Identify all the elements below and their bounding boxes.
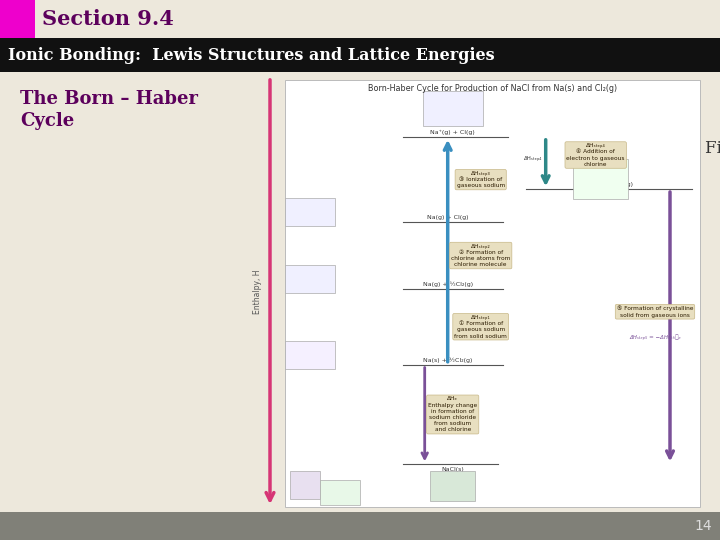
Text: Section 9.4: Section 9.4 [42, 9, 174, 29]
Text: Na(g) + ½Cl₂(g): Na(g) + ½Cl₂(g) [423, 281, 473, 287]
Text: ΔHₛₜₑₚ₃
③ Ionization of
gaseous sodium: ΔHₛₜₑₚ₃ ③ Ionization of gaseous sodium [456, 171, 505, 188]
Text: ⑤ Formation of crystalline
solid from gaseous ions: ⑤ Formation of crystalline solid from ga… [617, 306, 693, 318]
Text: ΔHₑ
Enthalpy change
in formation of
sodium chloride
from sodium
and chlorine: ΔHₑ Enthalpy change in formation of sodi… [428, 396, 477, 433]
Text: Na(g) + Cl(g): Na(g) + Cl(g) [427, 215, 469, 220]
Bar [0, 0, 35, 38]
Text: ΔHₛₜₑₚ₅ = −ΔHₗₐₜₜᵢ꜀ₑ: ΔHₛₜₑₚ₅ = −ΔHₗₐₜₜᵢ꜀ₑ [629, 334, 681, 340]
Bar [290, 471, 320, 499]
Bar [285, 265, 335, 293]
Text: ΔHₛₜₑₚ₁
① Formation of
gaseous sodium
from solid sodium: ΔHₛₜₑₚ₁ ① Formation of gaseous sodium fr… [454, 315, 507, 339]
Text: NaCl(s): NaCl(s) [441, 467, 464, 472]
Text: Na⁺(g) + Cl⁻(g): Na⁺(g) + Cl⁻(g) [585, 182, 633, 187]
Text: ΔHₛₜₑₚ₄: ΔHₛₜₑₚ₄ [524, 156, 543, 160]
Text: Cycle: Cycle [20, 112, 74, 130]
Bar [431, 471, 475, 501]
Bar [0, 512, 720, 540]
Text: Na⁺(g) + Cl(g): Na⁺(g) + Cl(g) [431, 130, 475, 135]
Text: Born-Haber Cycle for Production of NaCl from Na(s) and Cl₂(g): Born-Haber Cycle for Production of NaCl … [368, 84, 617, 93]
Text: ΔHₛₜₑₚ₄
④ Addition of
electron to gaseous
chlorine: ΔHₛₜₑₚ₄ ④ Addition of electron to gaseou… [567, 143, 625, 167]
Bar [285, 80, 700, 507]
Text: Na(s) + ½Cl₂(g): Na(s) + ½Cl₂(g) [423, 357, 472, 363]
Text: 14: 14 [694, 519, 712, 533]
Text: Ionic Bonding:  Lewis Structures and Lattice Energies: Ionic Bonding: Lewis Structures and Latt… [8, 46, 495, 64]
Bar [0, 38, 720, 72]
Bar [285, 198, 335, 226]
Bar [0, 0, 720, 38]
Text: Fig 9-4: Fig 9-4 [705, 140, 720, 157]
Bar [573, 159, 628, 199]
Bar [423, 91, 482, 126]
Bar [285, 341, 335, 369]
Text: ΔHₛₜₑₚ₂
② Formation of
chlorine atoms from
chlorine molecule: ΔHₛₜₑₚ₂ ② Formation of chlorine atoms fr… [451, 244, 510, 267]
Text: Enthalpy, H: Enthalpy, H [253, 270, 263, 314]
Text: The Born – Haber: The Born – Haber [20, 90, 198, 108]
Bar [320, 480, 360, 504]
